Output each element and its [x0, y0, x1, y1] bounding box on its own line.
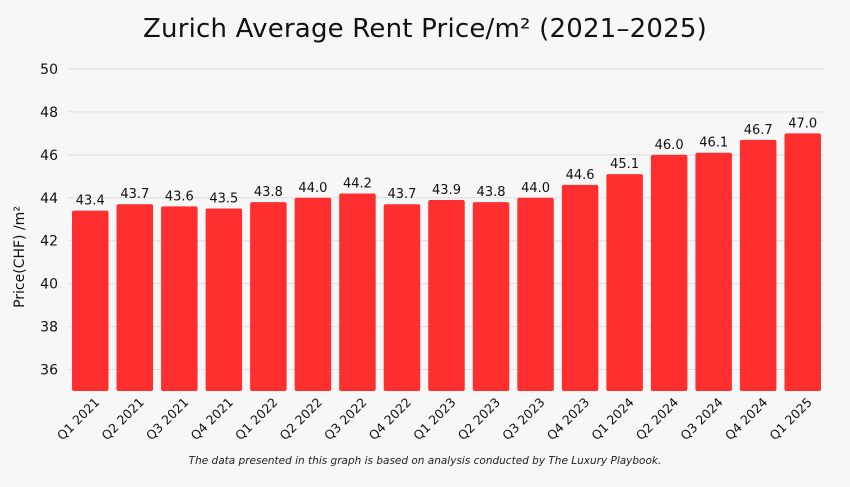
bar-value-label: 45.1 [610, 157, 639, 172]
bar-value-label: 43.7 [387, 187, 416, 202]
bar [339, 193, 376, 391]
y-tick-label: 40 [40, 277, 58, 293]
bar-value-label: 44.0 [298, 181, 327, 196]
x-tick-label: Q3 2021 [143, 395, 191, 443]
x-tick-label: Q4 2024 [722, 394, 771, 443]
data-labels: 43.4 43.7 43.6 43.5 43.8 44.0 44.2 43.7 43.9 43.8… [76, 116, 817, 208]
bar [116, 204, 154, 391]
y-tick-label: 50 [40, 62, 58, 78]
chart-title: Zurich Average Rent Price/m² (2021–2025) [143, 14, 707, 44]
y-tick-label: 42 [40, 234, 58, 250]
y-tick-label: 38 [40, 320, 58, 336]
bar-value-label: 43.6 [165, 189, 194, 204]
y-axis-label: Price(CHF) /m² [12, 206, 28, 308]
x-tick-label: Q3 2022 [321, 395, 369, 443]
x-tick-label: Q2 2021 [98, 395, 146, 443]
bar [161, 206, 198, 391]
bar-value-label: 44.0 [521, 181, 550, 196]
y-axis-ticks: 36 38 40 42 44 46 48 50 [40, 62, 58, 379]
bar [784, 133, 821, 391]
y-tick-label: 46 [40, 148, 58, 164]
x-tick-label: Q1 2024 [588, 394, 637, 443]
bar [517, 197, 554, 391]
bar [72, 210, 109, 391]
bar [205, 208, 243, 391]
bar-value-label: 46.0 [655, 138, 684, 153]
bar-value-label: 47.0 [788, 116, 817, 131]
bar-value-label: 44.2 [343, 177, 372, 192]
y-tick-label: 48 [40, 105, 58, 121]
x-tick-label: Q1 2025 [766, 395, 814, 443]
bar-value-label: 43.4 [76, 194, 105, 209]
bar-value-label: 46.1 [699, 136, 728, 151]
x-tick-label: Q1 2021 [54, 395, 102, 443]
bar [250, 202, 287, 391]
bar-value-label: 43.7 [120, 187, 149, 202]
y-tick-label: 44 [40, 191, 58, 207]
x-tick-label: Q4 2021 [187, 395, 235, 443]
bar [294, 197, 332, 391]
bar-value-label: 44.6 [566, 168, 595, 183]
bar-value-label: 43.9 [432, 183, 461, 198]
x-tick-label: Q4 2022 [366, 395, 414, 443]
x-tick-label: Q2 2022 [277, 395, 325, 443]
bar [472, 202, 510, 391]
x-tick-label: Q2 2024 [633, 394, 682, 443]
x-tick-label: Q1 2022 [232, 395, 280, 443]
bar [561, 184, 599, 391]
x-tick-label: Q2 2023 [455, 395, 503, 443]
footnote: The data presented in this graph is base… [188, 455, 662, 467]
bar [695, 152, 732, 391]
bar-value-label: 43.5 [209, 192, 238, 207]
bar [428, 199, 465, 391]
x-tick-label: Q3 2023 [499, 395, 547, 443]
bar [606, 174, 643, 391]
x-tick-label: Q4 2023 [544, 395, 592, 443]
bar [383, 204, 421, 391]
bars [72, 133, 821, 391]
bar [739, 139, 777, 391]
bar-value-label: 46.7 [744, 123, 773, 138]
bar-value-label: 43.8 [254, 185, 283, 200]
x-tick-label: Q3 2024 [677, 394, 726, 443]
y-tick-label: 36 [40, 363, 58, 379]
bar [650, 154, 688, 391]
bar-value-label: 43.8 [477, 185, 506, 200]
x-tick-label: Q1 2023 [410, 395, 458, 443]
